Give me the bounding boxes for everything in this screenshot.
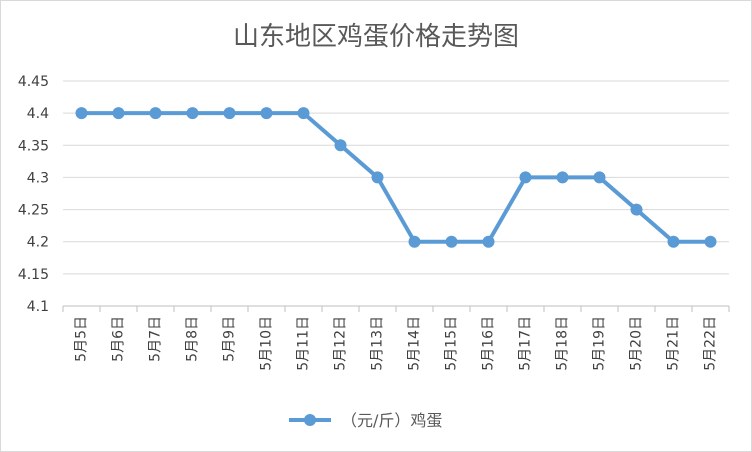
chart-title: 山东地区鸡蛋价格走势图 bbox=[233, 22, 519, 52]
data-point bbox=[630, 203, 643, 216]
data-point bbox=[445, 235, 458, 248]
x-tick-label: 5月19日 bbox=[592, 316, 608, 371]
y-tick-label: 4.45 bbox=[18, 74, 49, 90]
data-point bbox=[482, 235, 495, 248]
x-tick-label: 5月6日 bbox=[111, 316, 127, 362]
y-tick-label: 4.25 bbox=[18, 203, 49, 219]
data-point bbox=[149, 107, 162, 120]
legend: （元/斤）鸡蛋 bbox=[289, 411, 442, 430]
x-tick-label: 5月11日 bbox=[296, 316, 312, 371]
x-tick-label: 5月13日 bbox=[370, 316, 386, 371]
data-point bbox=[556, 171, 569, 184]
x-tick-label: 5月8日 bbox=[185, 316, 201, 362]
x-tick-label: 5月12日 bbox=[333, 316, 349, 371]
data-point bbox=[704, 235, 717, 248]
y-tick-label: 4.1 bbox=[27, 299, 49, 315]
x-tick-label: 5月17日 bbox=[518, 316, 534, 371]
x-tick-label: 5月5日 bbox=[74, 316, 90, 362]
series-line bbox=[79, 111, 713, 244]
y-tick-label: 4.35 bbox=[18, 138, 49, 154]
data-point bbox=[408, 235, 421, 248]
y-tick-label: 4.3 bbox=[27, 170, 49, 186]
data-point bbox=[334, 139, 347, 152]
data-point bbox=[667, 235, 680, 248]
data-point bbox=[519, 171, 532, 184]
x-tick-label: 5月20日 bbox=[629, 316, 645, 371]
legend-marker bbox=[304, 414, 316, 426]
x-tick-label: 5月16日 bbox=[481, 316, 497, 371]
series-layer bbox=[75, 107, 717, 248]
x-tick-label: 5月7日 bbox=[148, 316, 164, 362]
x-axis-ticks: 5月5日 5月6日 5月7日 5月8日 5月9日 5月10日 5月11日 5月12日 5月13日… bbox=[62, 306, 730, 371]
x-tick-label: 5月9日 bbox=[222, 316, 238, 362]
x-tick-label: 5月15日 bbox=[444, 316, 460, 371]
x-tick-label: 5月21日 bbox=[666, 316, 682, 371]
x-tick-label: 5月18日 bbox=[555, 316, 571, 371]
y-tick-label: 4.4 bbox=[27, 106, 49, 122]
y-tick-label: 4.2 bbox=[27, 235, 49, 251]
data-point bbox=[297, 107, 310, 120]
data-point bbox=[371, 171, 384, 184]
data-point bbox=[112, 107, 125, 120]
data-point bbox=[186, 107, 199, 120]
x-tick-label: 5月10日 bbox=[259, 316, 275, 371]
data-point bbox=[593, 171, 606, 184]
y-tick-label: 4.15 bbox=[18, 267, 49, 283]
y-axis-ticks: 4.1 4.15 4.2 4.25 4.3 4.35 4.4 4.45 bbox=[18, 74, 49, 315]
x-tick-label: 5月22日 bbox=[703, 316, 719, 371]
x-tick-label: 5月14日 bbox=[407, 316, 423, 371]
data-point bbox=[223, 107, 236, 120]
data-point bbox=[75, 107, 88, 120]
legend-series-label: （元/斤）鸡蛋 bbox=[341, 411, 442, 430]
data-point bbox=[260, 107, 273, 120]
